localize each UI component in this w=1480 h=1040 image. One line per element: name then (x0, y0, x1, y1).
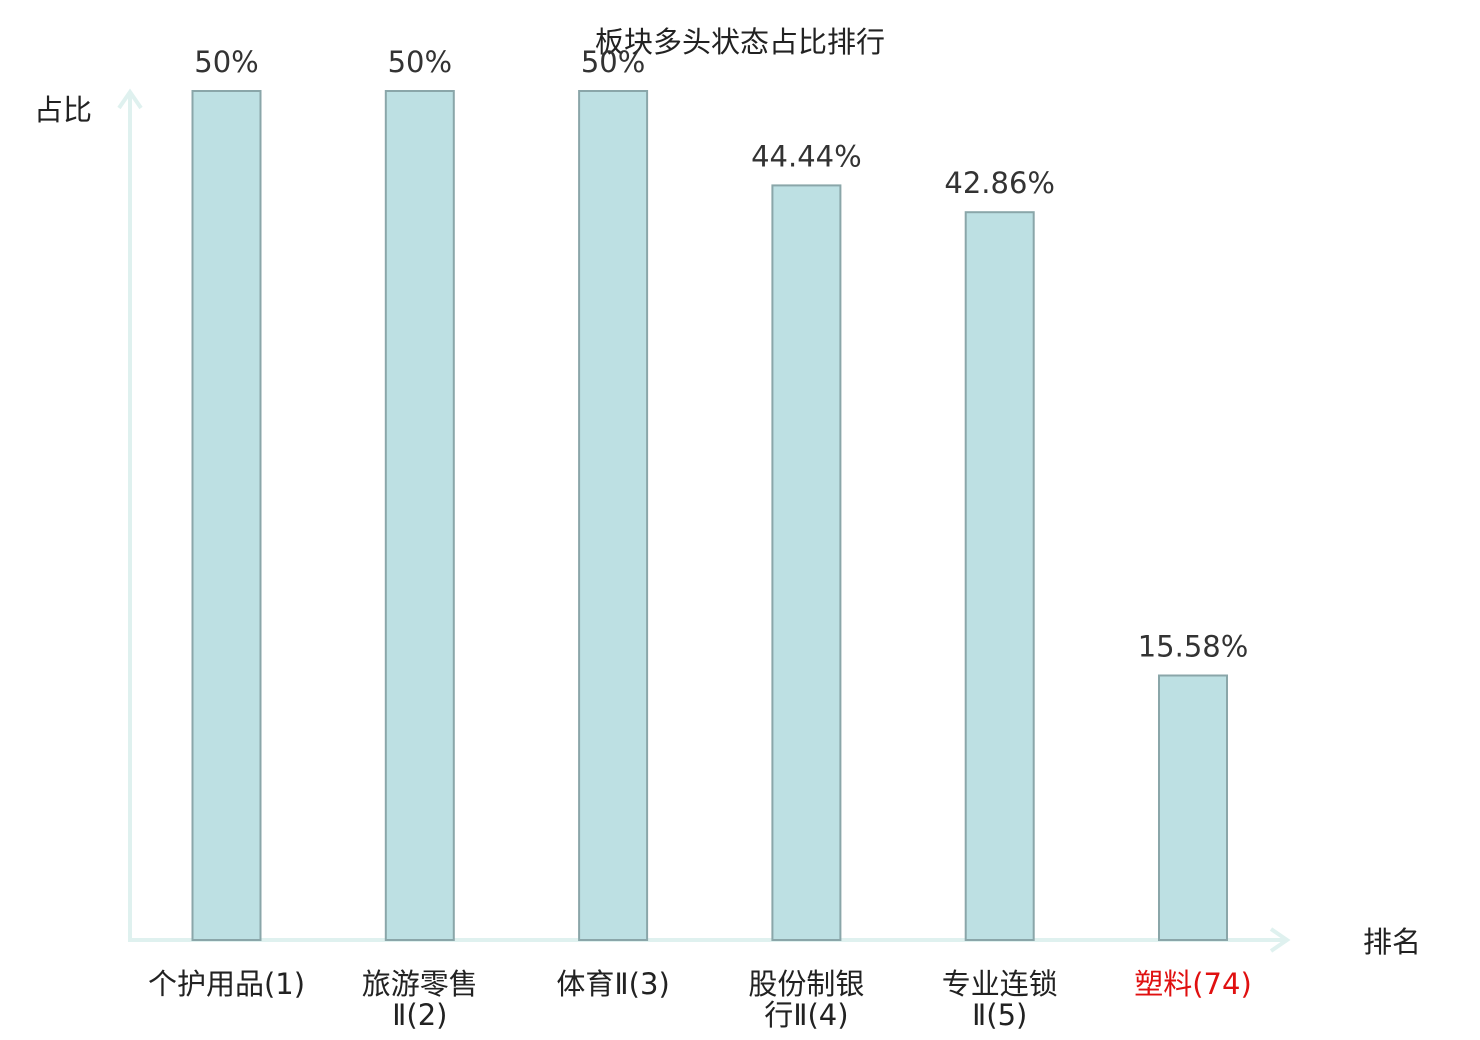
value-label-4: 44.44% (751, 139, 862, 173)
category-label-2-line-1: 旅游零售 (362, 967, 478, 1001)
value-label-1: 50% (194, 45, 258, 79)
bar-5 (964, 211, 1035, 941)
category-label-5-line-2: Ⅱ(5) (972, 998, 1027, 1032)
category-label-4-line-1: 股份制银 (748, 967, 864, 1001)
x-axis (128, 927, 1291, 953)
category-label-5-line-1: 专业连锁 (942, 967, 1058, 1001)
chart-title: 板块多头状态占比排行 (595, 25, 885, 59)
bar-6 (1158, 674, 1228, 941)
category-label-3-line-1: 体育Ⅱ(3) (556, 967, 669, 1001)
category-label-4-line-2: 行Ⅱ(4) (764, 998, 848, 1032)
bar-4 (771, 184, 842, 941)
x-axis-label: 排名 (1363, 925, 1421, 959)
category-label-2-line-2: Ⅱ(2) (392, 998, 447, 1032)
bar-2 (384, 90, 455, 941)
x-axis-arrow (1269, 927, 1291, 953)
value-label-3: 50% (581, 45, 645, 79)
bars-group (191, 90, 1228, 941)
value-labels-group: 50% 50% 50% 44.44% 42.86% 15.58% (194, 45, 1248, 664)
y-axis (117, 88, 143, 940)
y-axis-arrow (117, 88, 143, 110)
value-label-5: 42.86% (944, 166, 1055, 200)
y-axis-label: 占比 (34, 93, 92, 127)
category-label-6-line-1: 塑料(74) (1134, 967, 1252, 1001)
value-label-6: 15.58% (1138, 630, 1249, 664)
category-label-1-line-1: 个护用品(1) (148, 967, 305, 1001)
value-label-2: 50% (388, 45, 452, 79)
bar-3 (578, 90, 649, 941)
bar-1 (191, 90, 262, 941)
